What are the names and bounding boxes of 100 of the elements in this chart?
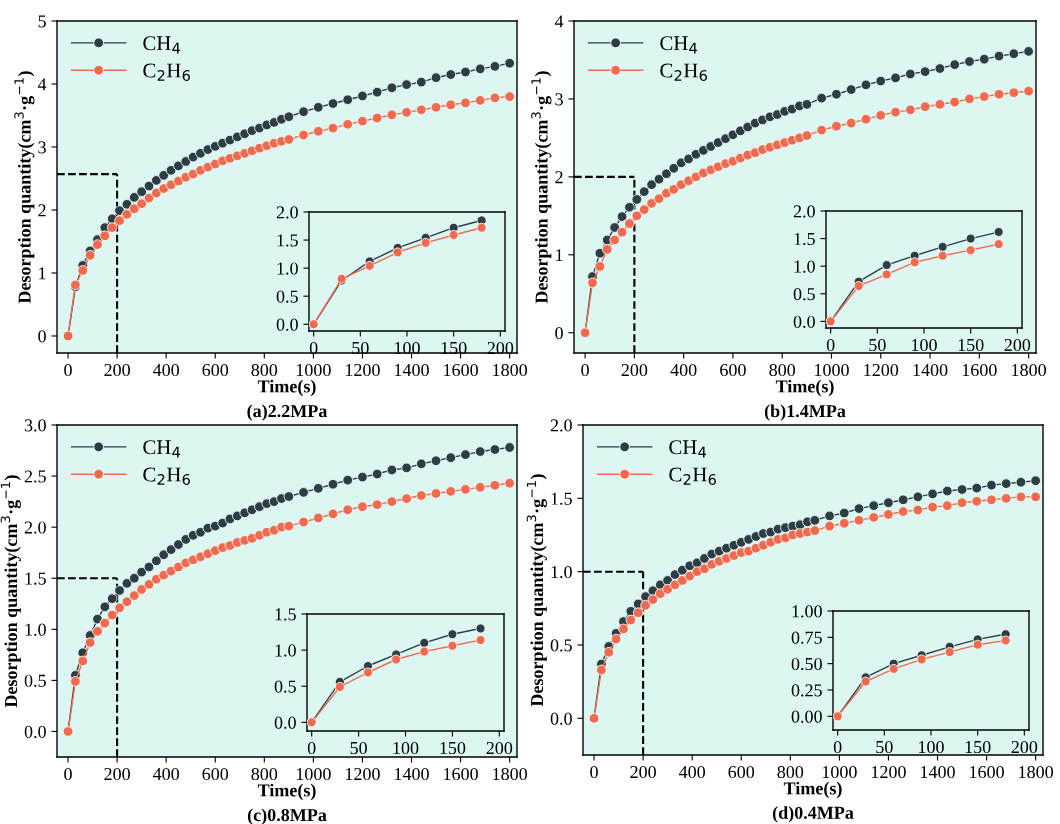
x-tick-label: 1800 <box>493 767 528 781</box>
x-tick-label: 1600 <box>444 767 478 781</box>
x-tick-label: 600 <box>720 363 746 377</box>
x-tick-label: 200 <box>1004 338 1031 352</box>
x-tick-label: 1000 <box>296 767 331 781</box>
y-tick-label: 1.5 <box>25 572 46 585</box>
y-tick-label: 0.0 <box>276 318 298 331</box>
x-tick-label: 100 <box>912 338 937 352</box>
y-tick-label: 0.5 <box>24 674 46 687</box>
x-tick-label: 400 <box>678 765 706 779</box>
x-tick-label: 0 <box>581 363 589 377</box>
x-tick-label: 0 <box>590 765 598 779</box>
y-tick-label: 0 <box>38 330 46 343</box>
x-tick-label: 600 <box>202 767 229 781</box>
x-tick-label: 400 <box>152 363 180 377</box>
x-tick-label: 800 <box>251 363 278 377</box>
x-tick-label: 1400 <box>913 363 948 377</box>
y-tick-label: 1.0 <box>275 644 296 657</box>
y-tick-label: 1.0 <box>794 260 815 273</box>
x-tick-label: 1200 <box>345 363 380 377</box>
text: (d)0.4MPa <box>772 806 854 823</box>
x-tick-label: 0 <box>307 741 316 755</box>
legend-label: C$_{2}$H$_{6}$ <box>143 467 190 485</box>
x-tick-label: 1600 <box>970 765 1004 779</box>
x-tick-label: 400 <box>152 767 180 781</box>
x-tick-label: 1600 <box>962 363 997 377</box>
x-tick-label: 100 <box>395 341 420 355</box>
y-tick-label: 1.0 <box>551 565 572 579</box>
x-tick-label: 200 <box>104 767 130 781</box>
x-tick-label: 800 <box>251 767 278 781</box>
legend-label: C$_{2}$H$_{6}$ <box>660 63 707 81</box>
x-tick-label: 100 <box>393 741 419 755</box>
y-tick-label: 2.0 <box>24 521 46 534</box>
y-tick-label: 1.0 <box>25 623 46 636</box>
x-tick-label: 50 <box>350 741 367 755</box>
y-tick-label: 4 <box>37 78 47 91</box>
y-tick-label: 3 <box>555 93 563 106</box>
y-tick-label: 3.0 <box>24 419 46 432</box>
y-tick-label: 2.0 <box>550 419 572 432</box>
legend-label: C$_{2}$H$_{6}$ <box>669 467 716 485</box>
y-tick-label: 1 <box>39 267 46 280</box>
x-tick-label: 200 <box>486 741 513 755</box>
y-tick-label: 1.5 <box>275 608 296 621</box>
y-tick-label: 0.5 <box>274 680 296 693</box>
legend-label: CH$_{4}$ <box>143 440 181 458</box>
y-tick-label: 2.0 <box>276 206 298 219</box>
y-tick-label: 1 <box>556 249 563 262</box>
x-tick-label: 0 <box>833 740 842 754</box>
x-axis-title: Time(s) <box>775 379 834 397</box>
text: (a)2.2MPa <box>247 404 328 421</box>
x-tick-label: 200 <box>621 363 648 377</box>
y-tick-label: 2 <box>555 171 563 184</box>
x-tick-label: 50 <box>869 338 886 352</box>
x-tick-label: 1000 <box>822 765 857 779</box>
legend-label: C$_{2}$H$_{6}$ <box>143 63 190 81</box>
x-tick-label: 1800 <box>493 363 528 377</box>
x-tick-label: 1800 <box>1012 363 1046 377</box>
x-tick-label: 150 <box>965 740 991 754</box>
y-tick-label: 0.5 <box>276 290 298 303</box>
x-tick-label: 800 <box>769 363 796 377</box>
y-tick-label: 2.5 <box>24 470 46 483</box>
x-axis-title: Time(s) <box>257 783 316 801</box>
x-tick-label: 1200 <box>871 765 906 779</box>
text: (b)1.4MPa <box>764 404 846 421</box>
y-axis-title: Desorption quantity(cm$^{3}$·g$^{−1}$) <box>531 71 552 304</box>
x-tick-label: 600 <box>728 765 755 779</box>
x-tick-label: 1000 <box>296 363 331 377</box>
x-tick-label: 200 <box>1011 740 1038 754</box>
x-axis-title: Time(s) <box>257 379 316 397</box>
y-tick-label: 4 <box>554 15 564 28</box>
x-tick-label: 800 <box>777 765 804 779</box>
x-tick-label: 1400 <box>921 765 955 779</box>
x-tick-label: 200 <box>104 363 130 377</box>
x-tick-label: 1800 <box>1019 765 1054 779</box>
x-tick-label: 50 <box>352 341 369 355</box>
x-tick-label: 1400 <box>395 363 429 377</box>
y-tick-label: 3 <box>38 141 46 154</box>
y-tick-label: 1.0 <box>277 262 298 275</box>
x-tick-label: 200 <box>630 765 656 779</box>
x-tick-label: 150 <box>958 338 984 352</box>
y-tick-label: 0.5 <box>550 639 572 652</box>
x-tick-label: 100 <box>919 740 944 754</box>
x-tick-label: 150 <box>440 741 466 755</box>
y-tick-label: 0.50 <box>791 657 822 671</box>
y-tick-label: 0.5 <box>793 288 815 301</box>
x-axis-title: Time(s) <box>783 781 842 799</box>
text: (c)0.8MPa <box>247 808 327 824</box>
legend-label: CH$_{4}$ <box>660 36 698 54</box>
x-tick-label: 1200 <box>864 363 899 377</box>
y-tick-label: 0.0 <box>550 712 572 725</box>
legend-label: CH$_{4}$ <box>143 36 181 54</box>
y-tick-label: 1.5 <box>277 234 298 247</box>
x-tick-label: 0 <box>64 363 72 377</box>
y-tick-label: 0.0 <box>24 725 46 738</box>
y-tick-label: 1.00 <box>792 605 822 618</box>
y-axis-title: Desorption quantity(cm$^{3}$·g$^{−1}$) <box>526 474 547 707</box>
y-tick-label: 0.0 <box>793 315 815 328</box>
x-tick-label: 0 <box>64 767 72 781</box>
x-tick-label: 1200 <box>345 767 380 781</box>
y-axis-title: Desorption quantity(cm$^{3}$·g$^{−1}$) <box>0 475 21 708</box>
